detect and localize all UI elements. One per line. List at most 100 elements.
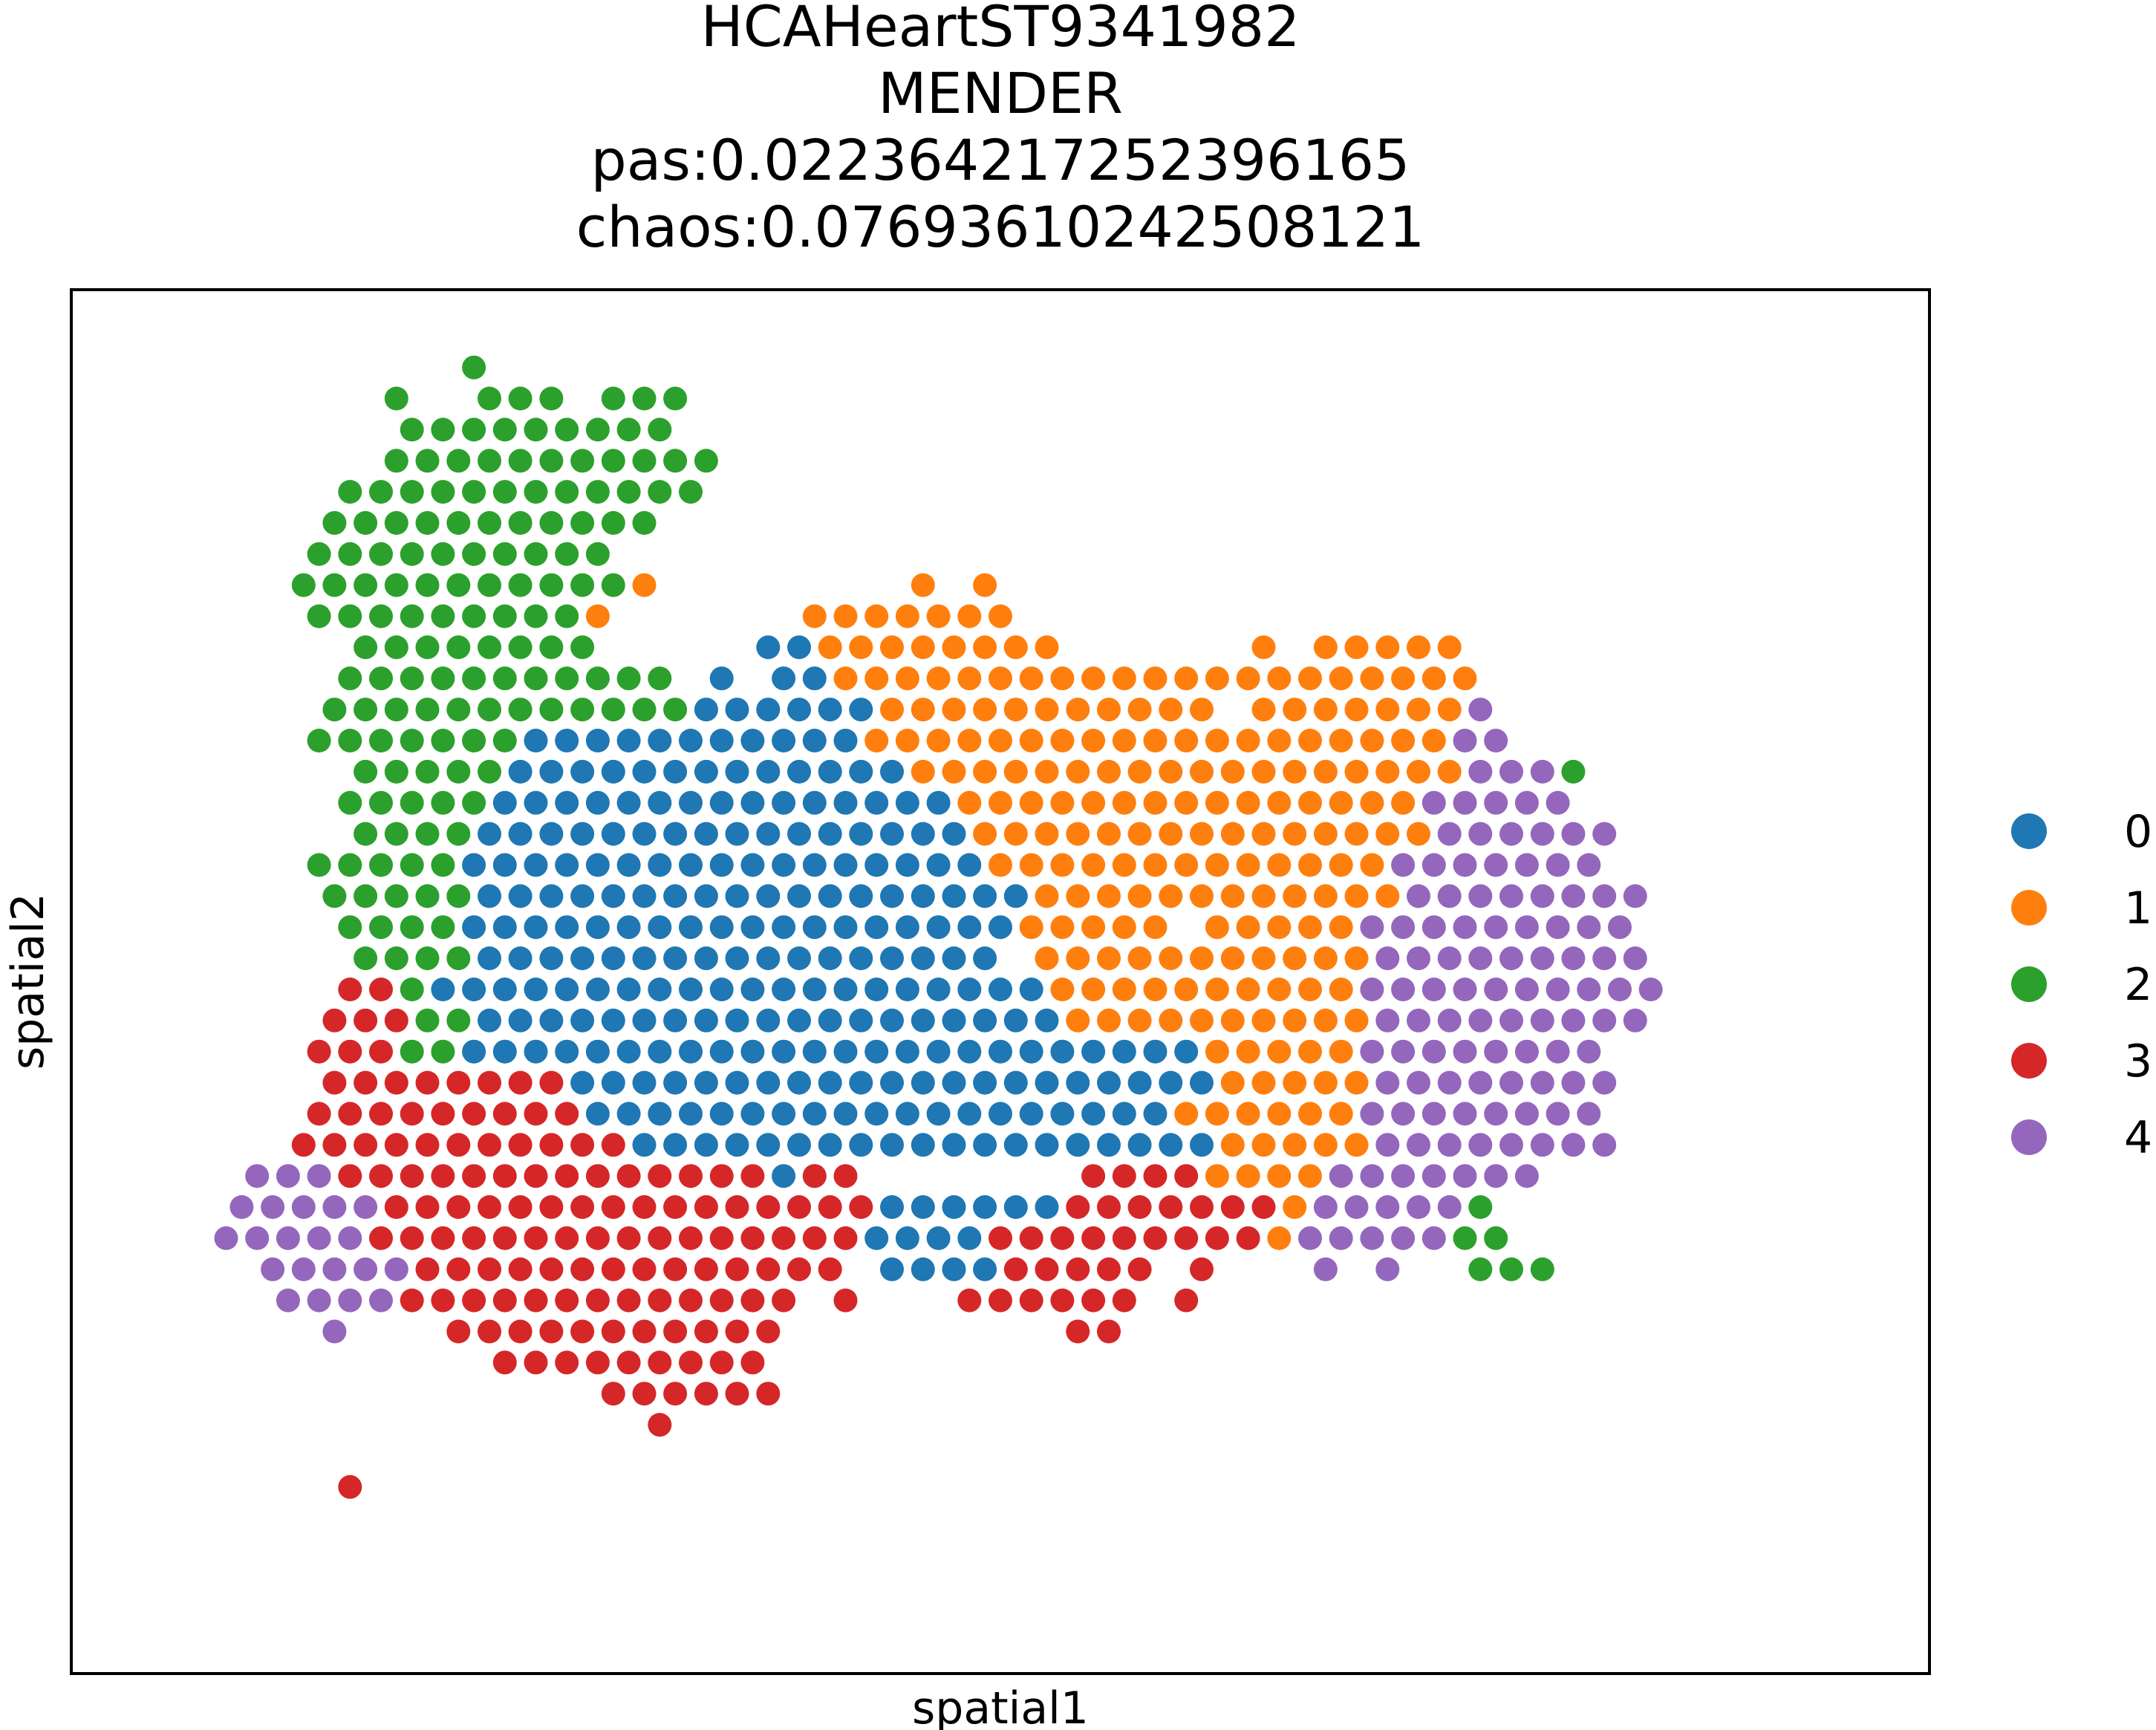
data-point-cluster-0	[601, 822, 625, 846]
data-point-cluster-2	[555, 604, 579, 628]
data-point-cluster-4	[276, 1288, 300, 1313]
data-point-cluster-0	[524, 915, 548, 940]
data-point-cluster-0	[570, 1070, 595, 1095]
data-point-cluster-1	[1081, 666, 1106, 691]
data-point-cluster-1	[1375, 759, 1400, 784]
data-point-cluster-2	[601, 449, 625, 473]
data-point-cluster-0	[508, 759, 533, 784]
data-point-cluster-4	[1421, 1102, 1446, 1126]
data-point-cluster-1	[1220, 1133, 1245, 1157]
data-point-cluster-4	[1437, 1133, 1462, 1157]
data-point-cluster-1	[1298, 915, 1322, 940]
data-point-cluster-4	[1421, 915, 1446, 940]
data-point-cluster-2	[354, 946, 378, 971]
data-point-cluster-2	[616, 417, 641, 442]
data-point-cluster-1	[1267, 1164, 1292, 1188]
data-point-cluster-2	[1453, 1226, 1477, 1250]
data-point-cluster-0	[1035, 1070, 1059, 1095]
data-point-cluster-4	[1592, 946, 1617, 971]
data-point-cluster-1	[1251, 884, 1276, 908]
data-point-cluster-4	[1437, 946, 1462, 971]
data-point-cluster-0	[648, 1102, 672, 1126]
data-point-cluster-2	[354, 759, 378, 784]
data-point-cluster-4	[1453, 790, 1477, 815]
data-point-cluster-3	[431, 1102, 455, 1126]
data-point-cluster-0	[524, 1039, 548, 1064]
data-point-cluster-1	[1391, 666, 1416, 691]
data-point-cluster-4	[214, 1226, 238, 1250]
data-point-cluster-2	[524, 604, 548, 628]
data-point-cluster-1	[1220, 946, 1245, 971]
data-point-cluster-3	[1050, 1288, 1075, 1313]
data-point-cluster-3	[354, 1133, 378, 1157]
data-point-cluster-0	[539, 946, 564, 971]
data-point-cluster-0	[1159, 1133, 1183, 1157]
data-point-cluster-4	[1453, 853, 1477, 877]
data-point-cluster-4	[1298, 1226, 1322, 1250]
data-point-cluster-0	[725, 759, 749, 784]
data-point-cluster-3	[740, 1164, 765, 1188]
data-point-cluster-2	[384, 573, 408, 597]
data-point-cluster-1	[895, 666, 919, 691]
data-point-cluster-0	[849, 946, 873, 971]
data-point-cluster-1	[895, 729, 919, 752]
data-point-cluster-1	[1220, 884, 1245, 908]
data-point-cluster-0	[787, 884, 811, 908]
data-point-cluster-1	[1313, 822, 1338, 846]
data-point-cluster-0	[663, 822, 688, 846]
data-point-cluster-0	[585, 978, 610, 1001]
data-point-cluster-4	[1344, 1195, 1369, 1219]
data-point-cluster-2	[384, 822, 408, 846]
data-point-cluster-0	[880, 884, 904, 908]
data-point-cluster-4	[1391, 915, 1416, 940]
data-point-cluster-0	[957, 853, 982, 877]
data-point-cluster-3	[431, 1288, 455, 1313]
data-point-cluster-3	[524, 1288, 548, 1313]
data-point-cluster-0	[973, 1008, 997, 1033]
data-point-cluster-4	[369, 1288, 393, 1313]
data-point-cluster-0	[973, 1195, 997, 1219]
data-point-cluster-1	[1081, 915, 1106, 940]
data-point-cluster-2	[431, 666, 455, 691]
data-point-cluster-1	[1066, 697, 1090, 722]
data-point-cluster-1	[1407, 697, 1430, 722]
data-point-cluster-4	[261, 1195, 285, 1219]
data-point-cluster-0	[570, 884, 595, 908]
data-point-cluster-1	[1344, 759, 1369, 784]
data-point-cluster-4	[1453, 1102, 1477, 1126]
data-point-cluster-0	[508, 884, 533, 908]
data-point-cluster-2	[400, 666, 424, 691]
data-point-cluster-0	[880, 946, 904, 971]
data-point-cluster-1	[926, 666, 951, 691]
data-point-cluster-2	[384, 449, 408, 473]
data-point-cluster-0	[508, 822, 533, 846]
data-point-cluster-2	[632, 386, 657, 411]
data-point-cluster-1	[1251, 635, 1276, 660]
data-point-cluster-1	[1127, 697, 1152, 722]
data-point-cluster-4	[338, 1226, 362, 1250]
data-point-cluster-0	[880, 759, 904, 784]
data-point-cluster-3	[492, 1288, 517, 1313]
data-point-cluster-4	[1608, 915, 1632, 940]
data-point-cluster-0	[787, 635, 811, 660]
data-point-cluster-0	[1143, 1039, 1167, 1064]
data-point-cluster-3	[740, 1288, 765, 1313]
data-point-cluster-0	[957, 1102, 982, 1126]
data-point-cluster-3	[616, 1288, 641, 1313]
data-point-cluster-0	[787, 1008, 811, 1033]
data-point-cluster-1	[880, 635, 904, 660]
data-point-cluster-1	[1453, 666, 1477, 691]
data-point-cluster-0	[601, 1070, 625, 1095]
data-point-cluster-2	[601, 511, 625, 535]
data-point-cluster-3	[694, 1319, 718, 1344]
data-point-cluster-3	[1159, 1195, 1183, 1219]
data-point-cluster-2	[555, 542, 579, 566]
data-point-cluster-3	[616, 1350, 641, 1375]
data-point-cluster-0	[616, 978, 641, 1001]
data-point-cluster-0	[911, 1008, 935, 1033]
data-point-cluster-0	[989, 978, 1012, 1001]
data-point-cluster-3	[632, 1319, 657, 1344]
data-point-cluster-2	[415, 449, 440, 473]
data-point-cluster-3	[555, 1350, 579, 1375]
data-point-cluster-2	[384, 946, 408, 971]
